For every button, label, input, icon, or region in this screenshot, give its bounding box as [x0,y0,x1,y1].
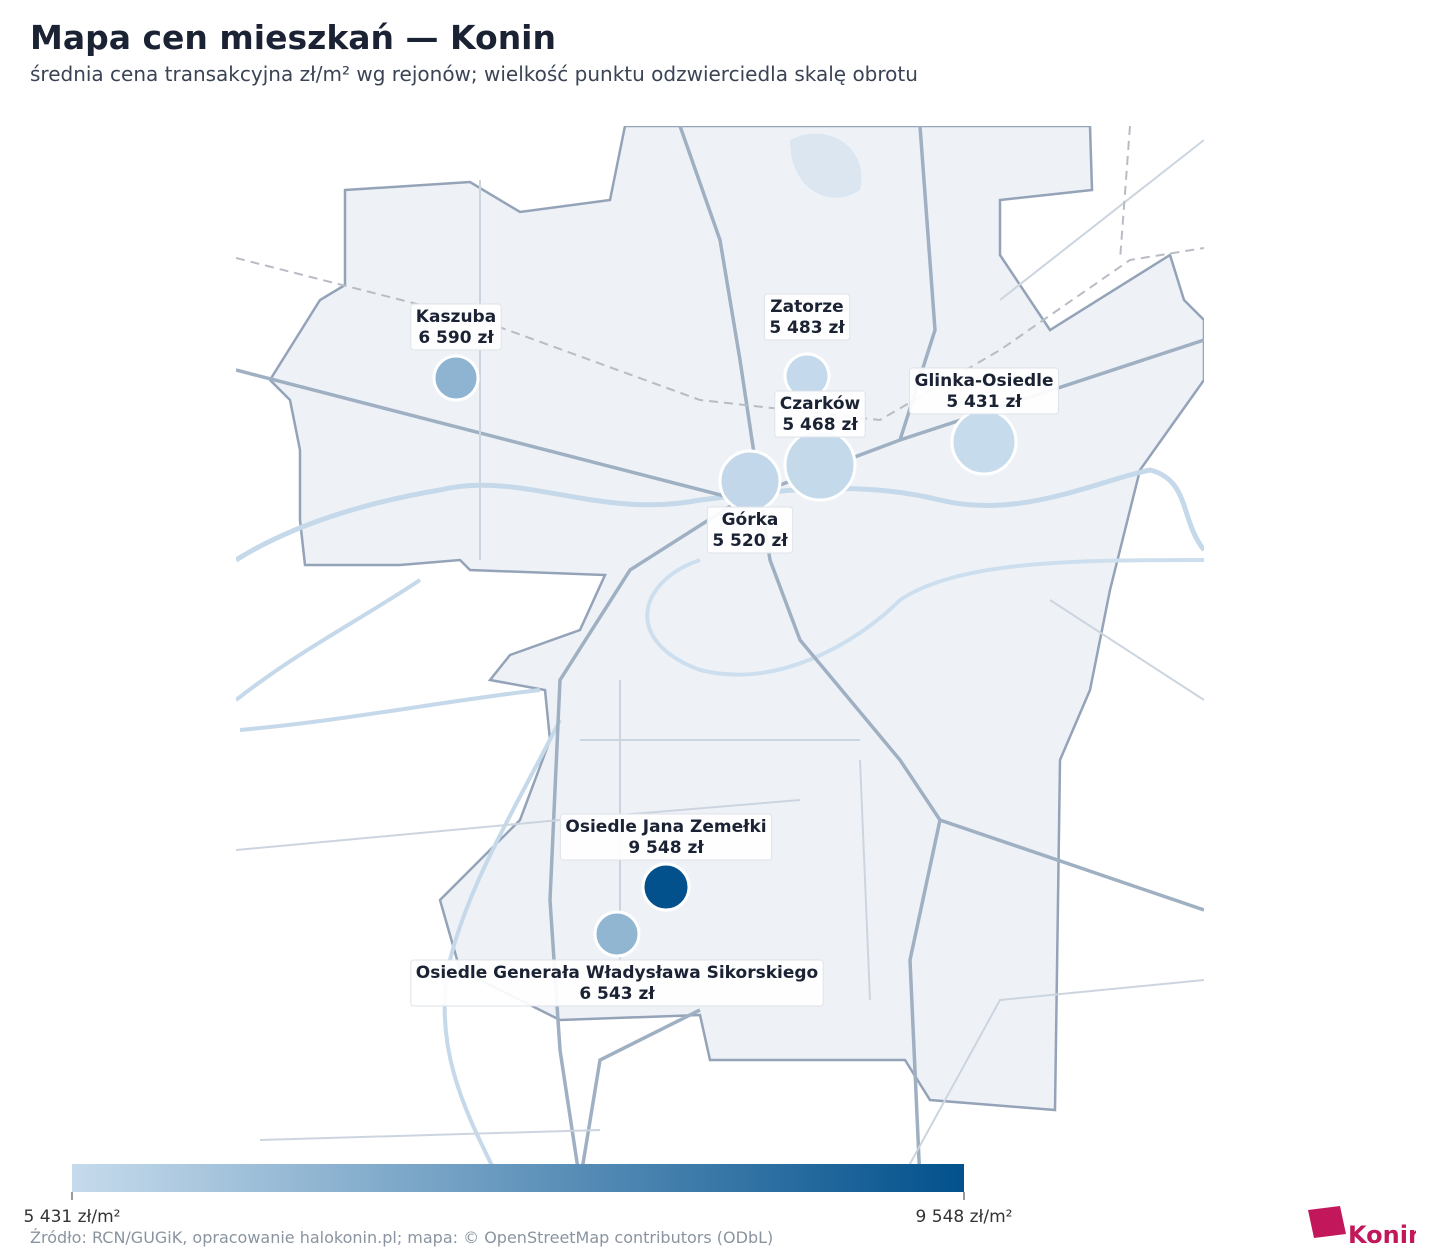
district-name: Kaszuba [416,307,496,327]
label-box [774,390,866,438]
railway [236,126,1204,422]
district-label: Osiedle Generała Władysława Sikorskiego6… [410,959,824,1007]
label-box [410,959,824,1007]
district-price: 5 468 zł [782,415,858,435]
district-bubble [432,354,480,402]
district-name: Osiedle Jana Zemełki [565,817,766,837]
district-price: 5 483 zł [769,318,845,338]
district-bubble [783,428,857,502]
basemap [236,126,1204,1182]
colorbar-tick-label: 5 431 zł/m² [24,1207,121,1227]
subtitle: średnia cena transakcyjna zł/m² wg rejon… [30,62,918,86]
logo: Konin [1308,1206,1416,1249]
district-name: Górka [722,510,779,530]
label-box [909,367,1059,415]
label-box [706,506,794,554]
district-name: Czarków [780,394,861,414]
source: Źródło: RCN/GUGiK, opracowanie halokonin… [30,1228,774,1247]
district-bubble [641,862,691,912]
district-price: 5 520 zł [712,531,788,551]
colorbar [72,1164,964,1192]
district-price: 6 590 zł [418,328,494,348]
district-price: 6 543 zł [579,984,655,1004]
district-name: Glinka-Osiedle [915,371,1054,391]
river [645,558,1204,677]
district-bubble [718,449,782,513]
district-name: Zatorze [770,297,843,317]
district-name: Osiedle Generała Władysława Sikorskiego [416,963,818,983]
logo-text: Konin [1348,1221,1416,1249]
district-price: 5 431 zł [946,392,1022,412]
district-bubble [593,910,641,958]
lake [790,133,862,198]
label-box [559,813,773,861]
label-box [763,293,851,341]
colorbar-tick-label: 9 548 zł/m² [916,1207,1013,1227]
title: Mapa cen mieszkań — Konin [30,18,556,57]
label-box [410,303,502,351]
district-bubble [950,408,1018,476]
district-price: 9 548 zł [628,838,704,858]
